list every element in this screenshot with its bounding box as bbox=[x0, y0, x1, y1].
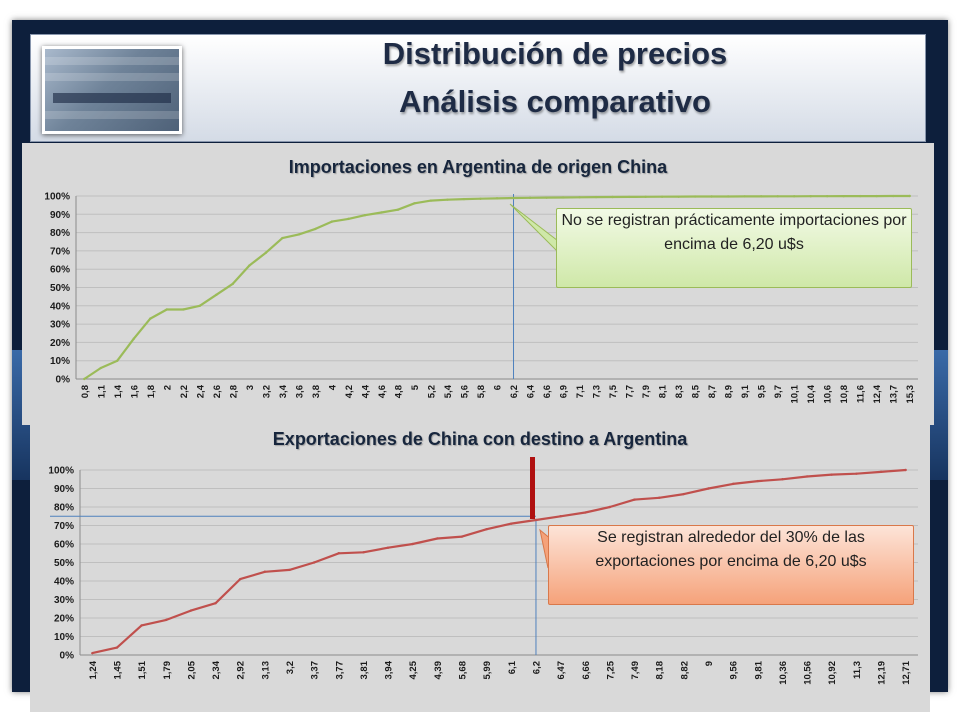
page-title-line2: Análisis comparativo bbox=[399, 84, 711, 119]
exports-chart-title: Exportaciones de China con destino a Arg… bbox=[272, 429, 688, 449]
imports-annotation: No se registran prácticamente importacio… bbox=[556, 208, 912, 288]
logo-image bbox=[42, 46, 182, 134]
imports-chart-title: Importaciones en Argentina de origen Chi… bbox=[288, 157, 668, 177]
exports-annotation: Se registran alrededor del 30% de las ex… bbox=[548, 525, 914, 605]
page-title-line1: Distribución de precios bbox=[382, 36, 728, 71]
